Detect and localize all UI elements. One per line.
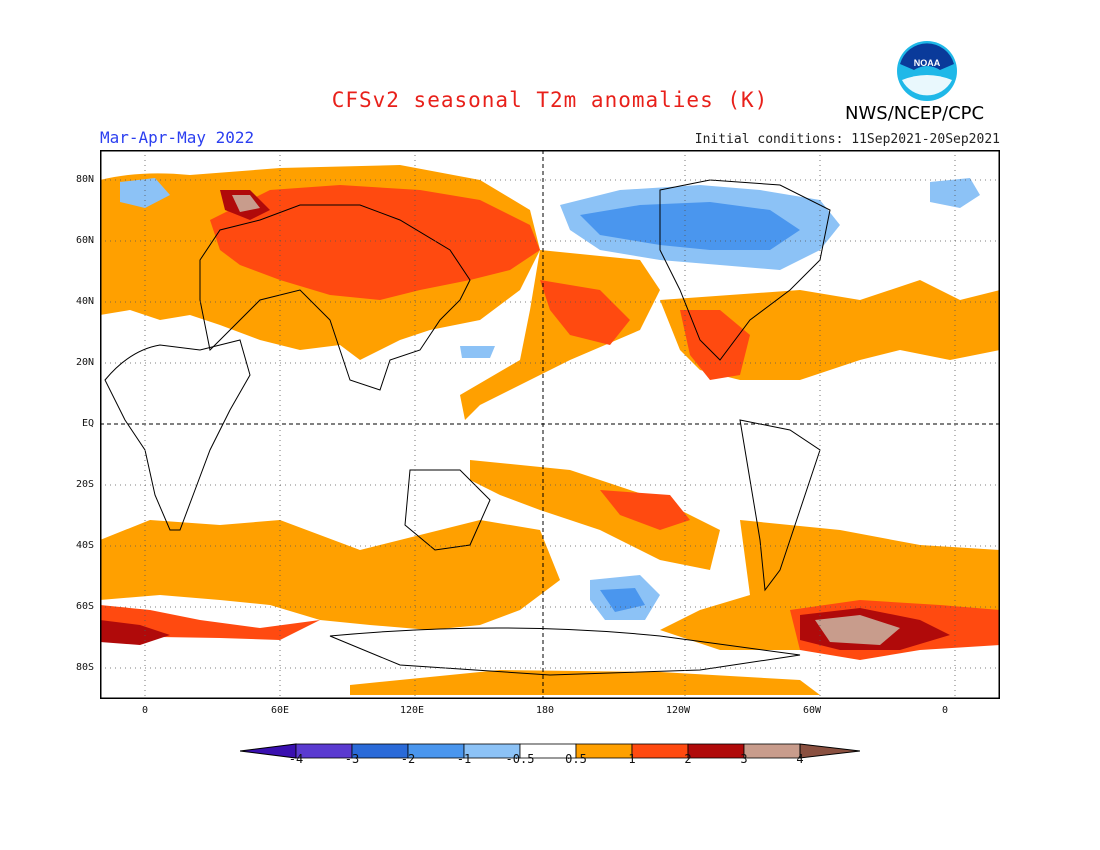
map-title: CFSv2 seasonal T2m anomalies (K): [331, 88, 769, 112]
coastlines: [104, 179, 831, 676]
colorbar-label: 4: [796, 752, 804, 766]
logo-text: NOAA: [914, 58, 941, 68]
colorbar-label: -3: [344, 752, 360, 766]
colorbar-label: 2: [684, 752, 692, 766]
colorbar-label: -1: [456, 752, 472, 766]
lat-tick-label: 80N: [75, 174, 94, 185]
colorbar-label: 1: [628, 752, 636, 766]
season-label: Mar-Apr-May 2022: [100, 128, 255, 147]
initial-conditions-label: Initial conditions: 11Sep2021-20Sep2021: [694, 132, 1000, 147]
noaa-logo: NOAA: [897, 41, 957, 101]
colorbar: [240, 743, 860, 759]
colorbar-label: -4: [288, 752, 304, 766]
colorbar-label: -2: [400, 752, 416, 766]
lat-tick-label: 60S: [75, 601, 94, 612]
map-frame: [100, 150, 1000, 699]
colorbar-label: -0.5: [505, 752, 535, 766]
lon-tick-label: 0: [141, 705, 149, 716]
lat-tick-label: EQ: [81, 418, 94, 429]
lat-tick-label: 80S: [75, 662, 94, 673]
colorbar-label: 0.5: [565, 752, 587, 766]
lon-tick-label: 120E: [399, 705, 425, 716]
agency-label: NWS/NCEP/CPC: [845, 103, 985, 124]
graticule: [100, 150, 1000, 699]
lon-tick-label: 60W: [802, 705, 822, 716]
anomaly-map: [100, 150, 1000, 699]
lat-tick-label: 20N: [75, 357, 94, 368]
lon-tick-label: 0: [941, 705, 949, 716]
colorbar-label: 3: [740, 752, 748, 766]
cold-anomaly-regions: [120, 178, 980, 620]
lon-tick-label: 180: [535, 705, 555, 716]
extreme-warm-anomaly-regions: [232, 195, 900, 645]
lat-tick-label: 60N: [75, 235, 94, 246]
lon-tick-label: 120W: [665, 705, 691, 716]
lat-tick-label: 20S: [75, 479, 94, 490]
lon-tick-label: 60E: [270, 705, 290, 716]
lat-tick-label: 40S: [75, 540, 94, 551]
lat-tick-label: 40N: [75, 296, 94, 307]
colorbar-arrow-high: [799, 743, 860, 759]
